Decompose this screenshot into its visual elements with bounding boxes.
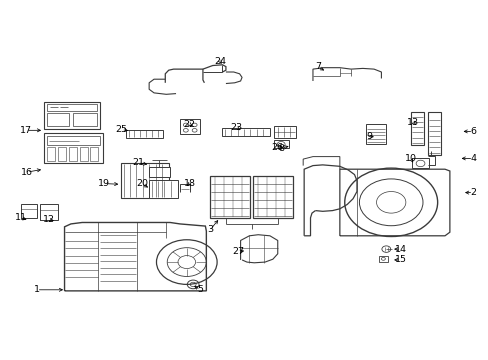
Text: 7: 7 [314,62,320,71]
Bar [149,167,169,177]
Circle shape [178,256,195,269]
Bar [73,113,97,126]
Text: 20: 20 [136,179,147,188]
Bar [44,133,102,163]
Circle shape [167,248,206,276]
Text: 14: 14 [394,245,406,253]
Text: 17: 17 [20,126,32,135]
Text: 19: 19 [98,179,110,188]
Bar [411,158,428,168]
Bar [273,126,295,138]
Bar [90,147,98,161]
Text: 24: 24 [214,57,225,66]
Bar [47,113,69,126]
Bar [47,147,55,161]
Bar [253,176,293,218]
Text: 13: 13 [407,118,418,127]
Bar [180,119,200,134]
Text: 2: 2 [469,188,475,197]
Text: 25: 25 [115,125,127,134]
Bar [365,124,386,144]
Text: 23: 23 [230,123,242,132]
Bar [58,147,66,161]
Bar [410,112,424,145]
Text: 3: 3 [207,225,213,234]
Circle shape [344,168,437,237]
Text: 11: 11 [15,213,26,222]
Bar [47,136,100,145]
Circle shape [359,179,422,226]
Text: 21: 21 [132,158,143,167]
Bar [44,102,100,129]
Bar [427,112,440,155]
Circle shape [156,240,217,284]
Bar [210,176,250,218]
Bar [378,256,387,262]
Text: 6: 6 [469,127,475,136]
Text: 22: 22 [183,120,195,129]
Text: 1: 1 [34,285,40,294]
Text: 12: 12 [43,215,55,224]
Bar [69,147,77,161]
Text: 18: 18 [183,179,195,188]
Text: 27: 27 [232,248,244,256]
Text: 15: 15 [394,256,406,264]
Text: 9: 9 [366,132,372,141]
Circle shape [376,192,405,213]
Bar [121,163,169,198]
Bar [47,104,97,111]
Bar [126,130,163,138]
Text: 16: 16 [21,167,33,176]
Text: 10: 10 [404,154,416,163]
Text: 5: 5 [197,285,203,294]
Bar [80,147,87,161]
Bar [222,128,270,136]
Text: 8: 8 [278,144,284,153]
Bar [149,180,178,198]
Text: 4: 4 [469,154,475,163]
Text: 26: 26 [271,143,283,152]
